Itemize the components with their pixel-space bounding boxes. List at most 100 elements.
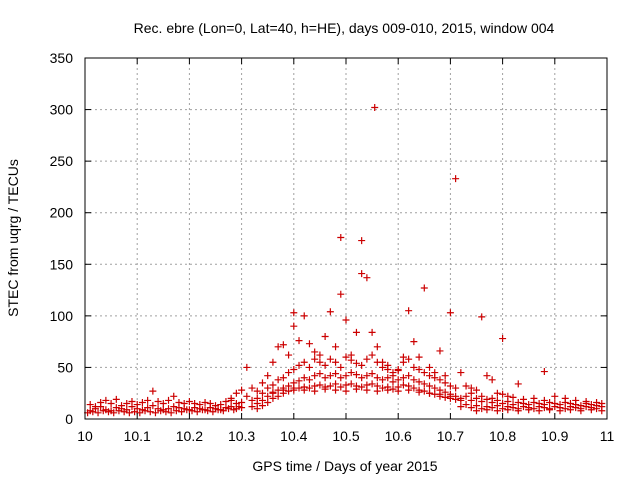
data-point xyxy=(311,355,319,363)
data-point xyxy=(572,396,580,404)
data-point xyxy=(337,290,345,298)
data-point xyxy=(227,394,235,402)
data-point xyxy=(368,370,376,378)
data-point xyxy=(379,384,387,392)
data-point xyxy=(104,408,112,416)
data-point xyxy=(561,394,569,402)
data-point xyxy=(384,386,392,394)
data-point xyxy=(509,393,517,401)
data-point xyxy=(399,381,407,389)
data-point xyxy=(332,380,340,388)
data-point xyxy=(290,309,298,317)
data-point xyxy=(426,389,434,397)
data-point xyxy=(332,358,340,366)
data-point xyxy=(441,372,449,380)
data-point xyxy=(540,396,548,404)
data-point xyxy=(321,385,329,393)
data-point xyxy=(462,401,470,409)
x-tick-label: 10.3 xyxy=(228,428,255,444)
data-point xyxy=(214,406,222,414)
data-point xyxy=(368,328,376,336)
data-point xyxy=(415,365,423,373)
data-point xyxy=(410,376,418,384)
data-point xyxy=(483,395,491,403)
data-point xyxy=(290,322,298,330)
data-point xyxy=(431,384,439,392)
data-point xyxy=(141,407,149,415)
data-point xyxy=(530,405,538,413)
y-tick-label: 300 xyxy=(50,102,74,118)
x-tick-label: 10.8 xyxy=(489,428,516,444)
data-point xyxy=(379,376,387,384)
data-point xyxy=(274,343,282,351)
data-point xyxy=(326,355,334,363)
y-tick-label: 200 xyxy=(50,205,74,221)
data-point xyxy=(290,384,298,392)
data-point xyxy=(467,389,475,397)
data-point xyxy=(89,408,97,416)
x-axis-label: GPS time / Days of year 2015 xyxy=(252,458,437,474)
y-tick-label: 250 xyxy=(50,153,74,169)
data-point xyxy=(253,405,261,413)
data-point xyxy=(405,386,413,394)
data-point xyxy=(593,398,601,406)
data-point xyxy=(426,382,434,390)
data-point xyxy=(582,397,590,405)
grid-lines xyxy=(85,58,607,419)
data-point xyxy=(188,407,196,415)
data-point xyxy=(514,380,522,388)
data-point xyxy=(201,398,209,406)
data-point xyxy=(157,407,165,415)
data-point xyxy=(514,407,522,415)
data-point xyxy=(125,409,133,417)
data-point xyxy=(225,405,233,413)
data-point xyxy=(363,355,371,363)
data-point xyxy=(120,408,128,416)
chart-title: Rec. ebre (Lon=0, Lat=40, h=HE), days 00… xyxy=(134,20,555,36)
data-point xyxy=(415,378,423,386)
data-point xyxy=(316,370,324,378)
data-point xyxy=(279,341,287,349)
data-point xyxy=(198,406,206,414)
data-point xyxy=(264,384,272,392)
data-point xyxy=(452,395,460,403)
data-point xyxy=(154,397,162,405)
data-point xyxy=(499,390,507,398)
data-point xyxy=(295,361,303,369)
data-point xyxy=(593,405,601,413)
data-point xyxy=(405,372,413,380)
data-point xyxy=(436,347,444,355)
data-point xyxy=(384,374,392,382)
data-point xyxy=(248,384,256,392)
data-point xyxy=(462,382,470,390)
data-point xyxy=(180,400,188,408)
data-point xyxy=(347,380,355,388)
data-point xyxy=(389,369,397,377)
data-point xyxy=(151,409,159,417)
data-point xyxy=(514,398,522,406)
data-point xyxy=(389,385,397,393)
x-tick-label: 10.7 xyxy=(437,428,464,444)
data-point xyxy=(394,365,402,373)
data-point xyxy=(253,387,261,395)
data-point xyxy=(159,400,167,408)
data-point xyxy=(274,392,282,400)
data-point xyxy=(363,386,371,394)
data-point xyxy=(499,405,507,413)
data-point xyxy=(118,402,126,410)
x-tick-label: 11 xyxy=(600,428,615,444)
data-point xyxy=(384,361,392,369)
data-point xyxy=(172,407,180,415)
data-point xyxy=(107,400,115,408)
data-point xyxy=(462,392,470,400)
data-point xyxy=(238,398,246,406)
data-point xyxy=(342,372,350,380)
data-point xyxy=(373,387,381,395)
data-point xyxy=(373,374,381,382)
data-point xyxy=(436,376,444,384)
data-point xyxy=(478,392,486,400)
data-point xyxy=(91,403,99,411)
data-point xyxy=(373,358,381,366)
data-point xyxy=(326,382,334,390)
